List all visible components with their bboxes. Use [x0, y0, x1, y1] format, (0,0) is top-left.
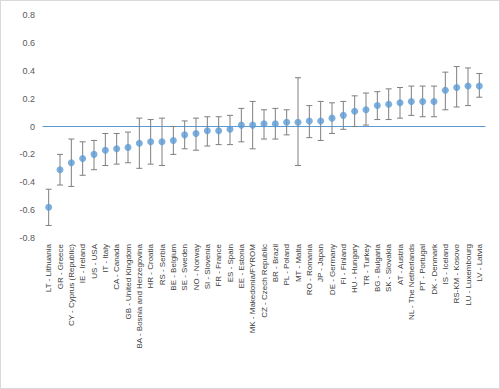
svg-text:ES - Spain: ES - Spain — [226, 244, 235, 282]
svg-text:BE - Belgium: BE - Belgium — [169, 244, 178, 291]
svg-text:JP - Japan: JP - Japan — [316, 244, 325, 282]
svg-text:US - USA: US - USA — [90, 243, 99, 278]
svg-text:0.4: 0.4 — [22, 66, 35, 76]
svg-text:AT - Austria: AT - Austria — [396, 243, 405, 285]
svg-text:SK - Slovakia: SK - Slovakia — [384, 243, 393, 292]
svg-text:NL - The Netherlands: NL - The Netherlands — [407, 244, 416, 320]
svg-text:-0.8: -0.8 — [19, 233, 35, 243]
svg-text:0: 0 — [30, 122, 35, 132]
svg-text:IT - Italy: IT - Italy — [101, 244, 110, 273]
svg-text:NO - Norway: NO - Norway — [192, 244, 201, 290]
svg-text:SI - Slovenia: SI - Slovenia — [203, 243, 212, 289]
svg-text:EE - Estonia: EE - Estonia — [237, 243, 246, 288]
svg-text:BG - Bulgaria: BG - Bulgaria — [373, 243, 382, 292]
svg-text:CY - Cyprus (Republic): CY - Cyprus (Republic) — [67, 244, 76, 326]
svg-text:LT - Lithuania: LT - Lithuania — [44, 243, 53, 292]
svg-text:CZ - Czech Republic: CZ - Czech Republic — [260, 244, 269, 318]
svg-text:MK - Makedonia/FYROM: MK - Makedonia/FYROM — [248, 244, 257, 334]
svg-text:HU - Hungary: HU - Hungary — [350, 244, 359, 293]
svg-text:FI - Finland: FI - Finland — [339, 244, 348, 284]
svg-text:LV - Latvia: LV - Latvia — [475, 243, 484, 281]
svg-text:GB - United Kingdom: GB - United Kingdom — [124, 244, 133, 320]
svg-text:BR - Brazil: BR - Brazil — [271, 244, 280, 282]
svg-text:0.2: 0.2 — [22, 94, 35, 104]
svg-text:RS-KM - Kosovo: RS-KM - Kosovo — [452, 243, 461, 303]
svg-text:SE - Sweden: SE - Sweden — [180, 244, 189, 291]
svg-text:CA - Canada: CA - Canada — [112, 243, 121, 289]
svg-text:RO - Romania: RO - Romania — [305, 243, 314, 295]
svg-text:-0.4: -0.4 — [19, 177, 35, 187]
svg-text:-0.2: -0.2 — [19, 149, 35, 159]
svg-text:HR - Croatia: HR - Croatia — [146, 243, 155, 288]
svg-text:-0.6: -0.6 — [19, 205, 35, 215]
svg-text:TR - Turkey: TR - Turkey — [362, 244, 371, 286]
svg-text:PL - Poland: PL - Poland — [282, 244, 291, 286]
svg-text:DE - Germany: DE - Germany — [328, 244, 337, 295]
svg-text:0.6: 0.6 — [22, 38, 35, 48]
svg-text:FR - France: FR - France — [214, 243, 223, 286]
svg-text:PT - Portugal: PT - Portugal — [418, 244, 427, 291]
svg-text:LU - Luxembourg: LU - Luxembourg — [464, 244, 473, 306]
svg-text:GR - Greece: GR - Greece — [56, 243, 65, 289]
svg-text:DK - Denmark: DK - Denmark — [430, 243, 439, 295]
svg-text:IS - Iceland: IS - Iceland — [441, 244, 450, 284]
svg-text:BA - Bosnia and Herzegovina: BA - Bosnia and Herzegovina — [135, 243, 144, 348]
svg-text:RS - Serbia: RS - Serbia — [158, 243, 167, 285]
svg-text:MT - Malta: MT - Malta — [294, 243, 303, 282]
svg-text:IE - Ireland: IE - Ireland — [78, 244, 87, 283]
svg-text:0.8: 0.8 — [22, 10, 35, 20]
